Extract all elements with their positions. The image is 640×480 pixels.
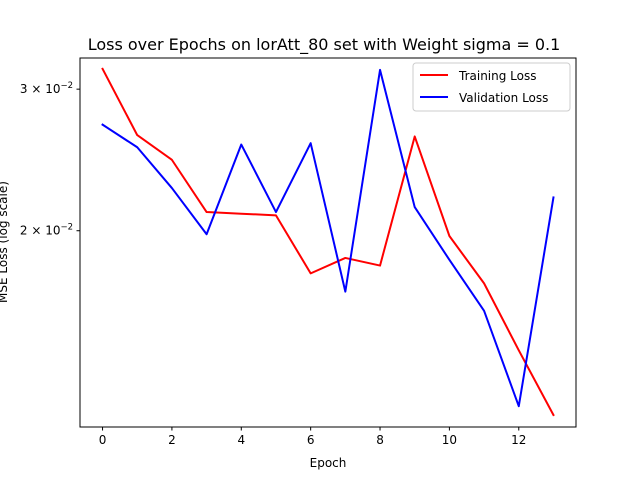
chart-title: Loss over Epochs on lorAtt_80 set with W… (88, 35, 561, 55)
x-tick-label: 6 (307, 433, 315, 447)
x-tick-label: 10 (442, 433, 457, 447)
legend-label-training: Training Loss (458, 69, 536, 83)
y-tick-label: 2 × 10−2 (20, 223, 73, 238)
x-tick-label: 2 (168, 433, 176, 447)
training-loss-line (101, 67, 555, 417)
x-tick-label: 12 (511, 433, 526, 447)
y-axis-ticks: 3 × 10−2 2 × 10−2 (20, 81, 80, 238)
validation-loss-line (101, 68, 555, 408)
x-tick-label: 8 (376, 433, 384, 447)
plot-lines (101, 67, 555, 417)
y-tick-label: 3 × 10−2 (20, 81, 73, 96)
x-axis-ticks: 0 2 4 6 8 10 12 (99, 427, 526, 447)
y-axis-label: MSE Loss (log scale) (0, 181, 10, 303)
x-tick-label: 4 (237, 433, 245, 447)
legend: Training Loss Validation Loss (412, 62, 571, 112)
legend-label-validation: Validation Loss (459, 91, 548, 105)
plot-frame (79, 57, 577, 428)
x-axis-label: Epoch (310, 456, 347, 470)
x-tick-label: 0 (99, 433, 107, 447)
legend-box (412, 62, 571, 112)
